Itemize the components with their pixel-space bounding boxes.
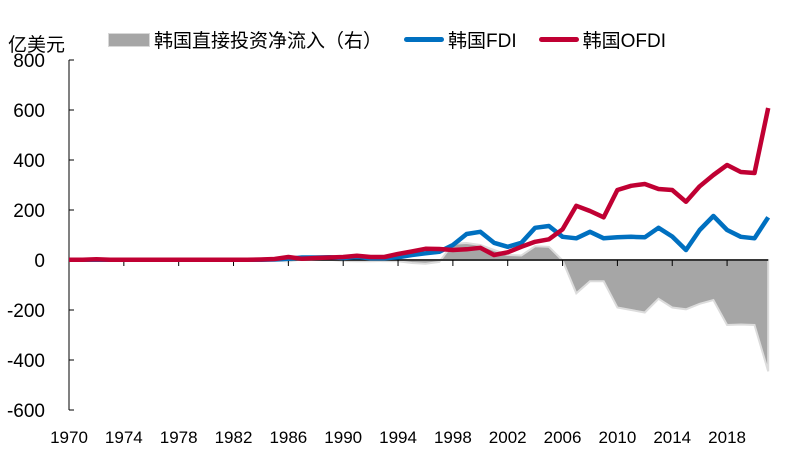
net-inflow-area bbox=[69, 241, 770, 372]
legend-item-ofdi: 韩国OFDI bbox=[538, 26, 667, 53]
x-tick-label: 2002 bbox=[489, 428, 527, 447]
legend-label: 韩国直接投资净流入（右） bbox=[154, 31, 383, 52]
y-axis-unit: 亿美元 bbox=[8, 35, 66, 56]
legend-label: 韩国OFDI bbox=[582, 31, 667, 52]
legend-swatch bbox=[108, 32, 150, 47]
x-tick-label: 2018 bbox=[708, 428, 746, 447]
legend-item-fdi: 韩国FDI bbox=[404, 26, 517, 53]
y-tick-label: 600 bbox=[13, 101, 45, 122]
y-tick-label: -200 bbox=[7, 301, 45, 322]
x-tick-label: 1994 bbox=[379, 428, 417, 447]
legend-label: 韩国FDI bbox=[448, 31, 517, 52]
legend-item-net-inflow: 韩国直接投资净流入（右） bbox=[108, 26, 382, 53]
fdi-line bbox=[69, 213, 771, 263]
legend-swatch bbox=[404, 37, 445, 42]
x-tick-label: 1982 bbox=[215, 428, 253, 447]
x-tick-label: 2014 bbox=[653, 428, 691, 447]
x-tick-label: 1990 bbox=[324, 428, 362, 447]
y-tick-label: 0 bbox=[34, 251, 45, 272]
y-tick-label: 400 bbox=[13, 151, 45, 172]
x-tick-label: 1974 bbox=[105, 428, 143, 447]
y-tick-label: -600 bbox=[7, 401, 45, 422]
y-tick-label: 200 bbox=[13, 201, 45, 222]
x-tick-label: 1998 bbox=[434, 428, 472, 447]
y-tick-label: -400 bbox=[7, 351, 45, 372]
x-tick-label: 1986 bbox=[269, 428, 307, 447]
x-tick-label: 1978 bbox=[160, 428, 198, 447]
x-tick-label: 2010 bbox=[598, 428, 636, 447]
x-tick-label: 2006 bbox=[544, 428, 582, 447]
x-tick-label: 1970 bbox=[50, 428, 88, 447]
legend: 韩国直接投资净流入（右） 韩国FDI 韩国OFDI bbox=[108, 26, 688, 53]
y-tick-label: 800 bbox=[13, 51, 45, 72]
ofdi-line bbox=[69, 107, 771, 263]
legend-swatch bbox=[538, 37, 579, 42]
